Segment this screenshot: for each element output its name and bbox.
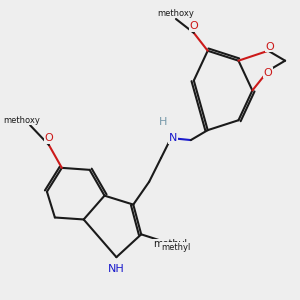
Text: methoxy: methoxy [4,116,41,125]
Text: H: H [159,117,167,127]
Text: methoxy: methoxy [158,9,194,18]
Text: O: O [189,21,198,31]
Text: O: O [45,133,53,143]
Text: methyl: methyl [153,239,187,249]
Text: O: O [264,68,273,78]
Text: NH: NH [108,264,125,274]
Text: O: O [266,42,274,52]
Text: methyl: methyl [161,243,190,252]
Text: N: N [169,133,177,143]
